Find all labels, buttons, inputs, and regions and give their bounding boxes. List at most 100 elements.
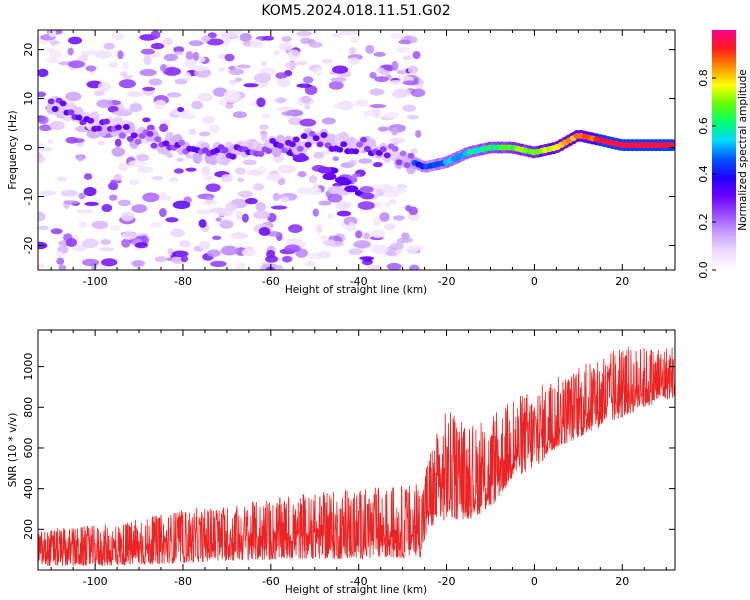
spectrogram-noise-blob [101, 258, 118, 267]
spectrogram-noise-blob [201, 166, 211, 176]
spectrogram-noise-blob [390, 32, 402, 39]
spectrogram-noise-blob [188, 128, 196, 135]
spectrogram-noise-blob [249, 39, 264, 49]
spectrogram-noise-blob [388, 80, 404, 86]
spectrogram-noise-blob [235, 210, 243, 221]
spectrogram-ridge-core [300, 133, 308, 140]
spectrogram-noise-blob [369, 72, 377, 79]
spectrogram-x-axis-title: Height of straight line (km) [285, 284, 427, 296]
spectrogram-noise-blob [120, 71, 128, 77]
snr-x-tick-label: -40 [350, 575, 368, 588]
spectrogram-ridge-halo [192, 151, 203, 164]
spectrogram-branch-blob [344, 185, 359, 193]
spectrogram-noise-blob [107, 182, 119, 191]
spectrogram-noise-blob [60, 189, 79, 197]
spectrogram-noise-blob [266, 231, 282, 237]
spectrogram-noise-blob [296, 61, 308, 66]
spectrogram-noise-blob [393, 88, 411, 97]
spectrogram-noise-blob [80, 50, 98, 56]
spectrogram-ridge-core [265, 148, 273, 155]
spectrogram-noise-blob [128, 160, 146, 168]
spectrogram-noise-blob [391, 127, 399, 136]
spectrogram-noise-blob [188, 40, 204, 46]
spectrogram-noise-blob [245, 197, 258, 205]
spectrogram-x-tick-label: -40 [350, 275, 368, 288]
spectrogram-noise-blob [140, 48, 155, 55]
spectrogram-noise-blob [235, 262, 246, 270]
spectrogram-noise-blob [259, 124, 269, 130]
spectrogram-noise-blob [372, 161, 383, 168]
snr-x-axis-title: Height of straight line (km) [285, 584, 427, 596]
spectrogram-noise-blob [415, 129, 422, 138]
spectrogram-ridge-core [150, 142, 158, 149]
spectrogram-noise-blob [398, 39, 411, 45]
colorbar-ticks: 0.0 0.2 0.4 0.6 0.8 [697, 69, 716, 279]
spectrogram-noise-blob [108, 194, 118, 201]
spectrogram-noise-blob [274, 264, 284, 270]
spectrogram-noise-blob [330, 77, 347, 82]
spectrogram-noise-blob [198, 219, 207, 228]
spectrogram-noise-blob [312, 182, 319, 193]
spectrogram-noise-blob [386, 262, 402, 270]
snr-x-tick-label: 0 [531, 575, 538, 588]
spectrogram-noise-blob [304, 104, 311, 110]
spectrogram-ridge-core [407, 152, 415, 159]
spectrogram-noise-blob [312, 208, 320, 217]
spectrogram-noise-blob [272, 192, 281, 201]
spectrogram-noise-blob [72, 138, 85, 143]
spectrogram-noise-blob [150, 30, 161, 40]
spectrogram-noise-blob [318, 200, 332, 206]
spectrogram-y-axis-title: Frequency (Hz) [7, 110, 19, 189]
spectrogram-noise-blob [46, 47, 56, 53]
spectrogram-noise-blob [412, 51, 421, 60]
spectrogram-noise-blob [210, 260, 227, 268]
spectrogram-noise-blob [357, 201, 375, 210]
spectrogram-noise-blob [277, 164, 296, 174]
spectrogram-noise-blob [253, 72, 272, 83]
spectrogram-noise-blob [327, 193, 343, 203]
spectrogram-noise-blob [235, 77, 243, 82]
spectrogram-noise-blob [409, 264, 420, 270]
spectrogram-noise-cells [38, 30, 426, 270]
spectrogram-noise-blob [159, 191, 167, 200]
spectrogram-ridge-core [360, 136, 368, 143]
spectrogram-noise-blob [287, 49, 301, 60]
spectrogram-noise-blob [120, 211, 135, 222]
spectrogram-frame [37, 29, 676, 271]
spectrogram-noise-blob [332, 65, 349, 74]
spectrogram-noise-blob [328, 80, 344, 90]
spectrogram-noise-blob [396, 238, 405, 245]
spectrogram-noise-blob [374, 76, 389, 83]
spectrogram-noise-blob [369, 103, 387, 109]
spectrogram-noise-blob [94, 90, 105, 97]
spectrogram-noise-blob [321, 58, 334, 64]
spectrogram-noise-blob [370, 229, 386, 238]
spectrogram-noise-blob [379, 69, 390, 76]
spectrogram-noise-blob [367, 264, 382, 270]
spectrogram-noise-blob [199, 240, 211, 251]
spectrogram-noise-blob [220, 174, 233, 183]
spectrogram-noise-blob [239, 32, 252, 42]
spectrogram-noise-blob [185, 51, 194, 60]
spectrogram-noise-blob [100, 238, 112, 246]
spectrogram-noise-blob [215, 217, 222, 222]
spectrogram-noise-blob [393, 215, 405, 221]
spectrogram-noise-blob [391, 60, 399, 71]
spectrogram-noise-blob [117, 50, 124, 60]
spectrogram-noise-blob [148, 78, 163, 86]
spectrogram-noise-blob [71, 244, 88, 252]
spectrogram-ridge-core [162, 140, 170, 147]
spectrogram-noise-blob [335, 201, 352, 210]
spectrogram-noise-blob [158, 207, 167, 218]
snr-y-axis-title: SNR (10 * v/v) [7, 413, 19, 488]
spectrogram-ridge-core [312, 135, 320, 142]
snr-frame [37, 329, 676, 571]
spectrogram-noise-blob [402, 104, 417, 112]
spectrogram-ridge-core [146, 130, 154, 137]
spectrogram-ridge [46, 95, 675, 200]
spectrogram-noise-blob [38, 147, 53, 152]
spectrogram-noise-blob [277, 77, 291, 88]
spectrogram-noise-blob [55, 250, 64, 258]
spectrogram-noise-blob [350, 36, 359, 44]
spectrogram-noise-blob [137, 166, 154, 174]
